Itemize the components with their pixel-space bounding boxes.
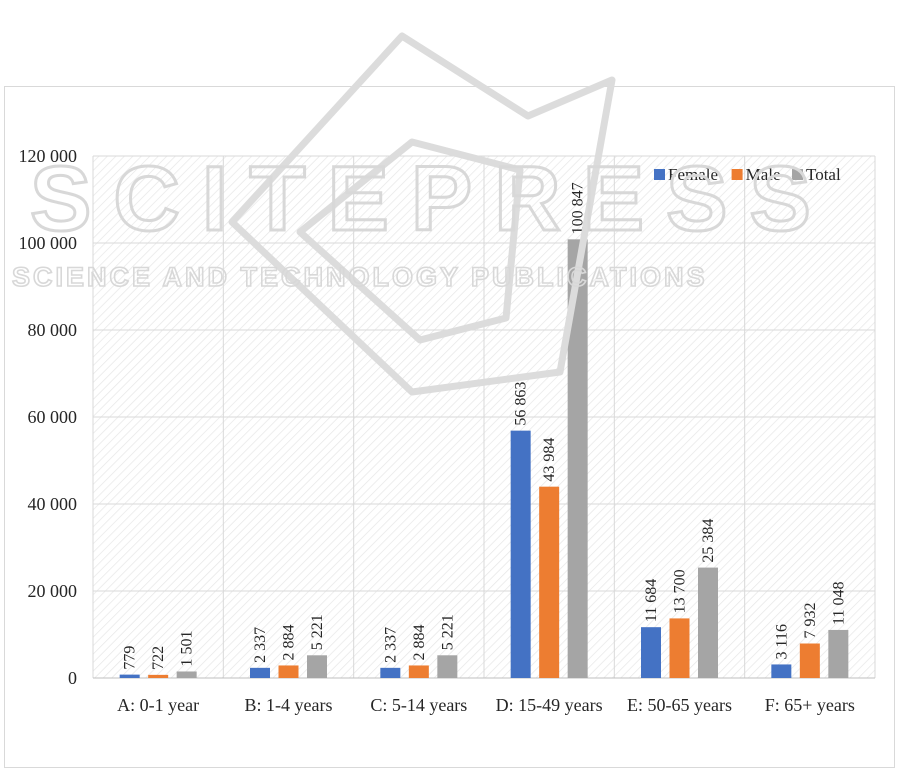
data-label: 5 221 [439,614,456,650]
data-label: 5 221 [309,614,326,650]
bar-female [510,430,531,678]
data-label: 43 984 [541,438,558,482]
bar-total [437,655,458,678]
data-label: 13 700 [672,569,689,613]
bar-female [641,627,661,678]
x-tick-label: B: 1-4 years [245,695,333,715]
bar-male [799,643,820,678]
bar-total [307,655,327,678]
y-tick-label: 0 [68,668,77,688]
data-label: 2 337 [252,627,269,663]
bars-layer [119,239,849,678]
bar-total [698,567,718,678]
bar-female [250,667,270,678]
bar-female [771,664,792,678]
data-label: 722 [150,646,167,670]
y-tick-label: 80 000 [28,320,78,340]
bar-male [539,486,560,678]
legend: Female Male Total [654,165,841,184]
bar-male [148,674,169,678]
legend-swatch [731,169,743,180]
bar-total [828,629,849,678]
data-label: 7 932 [802,602,819,638]
y-tick-label: 40 000 [28,494,78,514]
data-label: 779 [122,646,139,670]
legend-swatch [654,169,665,180]
data-label: 2 337 [382,627,399,663]
bar-female [380,667,401,678]
data-label: 56 863 [513,382,530,426]
bar-female [119,674,140,678]
bar-total [567,239,588,678]
legend-label: Male [746,165,781,184]
y-tick-label: 20 000 [28,581,78,601]
y-tick-label: 120 000 [19,146,78,166]
x-tick-label: E: 50-65 years [627,695,732,715]
x-tick-label: A: 0-1 year [117,695,199,715]
data-label: 2 884 [281,624,298,660]
legend-label: Total [806,165,841,184]
bar-total [176,671,197,678]
y-tick-label: 60 000 [28,407,78,427]
legend-swatch [792,169,803,180]
bar-male [278,665,299,678]
x-tick-label: C: 5-14 years [370,695,467,715]
data-label: 25 384 [700,519,717,563]
axis-layer: 0 20 000 40 000 60 000 80 000 100 000 120 000 A… [19,146,875,715]
x-tick-label: D: 15-49 years [496,695,603,715]
bar-male [408,665,429,678]
bar-male [669,618,690,678]
data-label: 2 884 [411,624,428,660]
y-tick-label: 100 000 [19,233,78,253]
data-label: 3 116 [773,624,790,659]
data-label: 100 847 [570,182,587,234]
data-label: 1 501 [179,630,196,666]
legend-label: Female [668,165,718,184]
data-label: 11 684 [643,579,660,622]
data-label: 11 048 [830,582,847,625]
x-tick-label: F: 65+ years [765,695,855,715]
